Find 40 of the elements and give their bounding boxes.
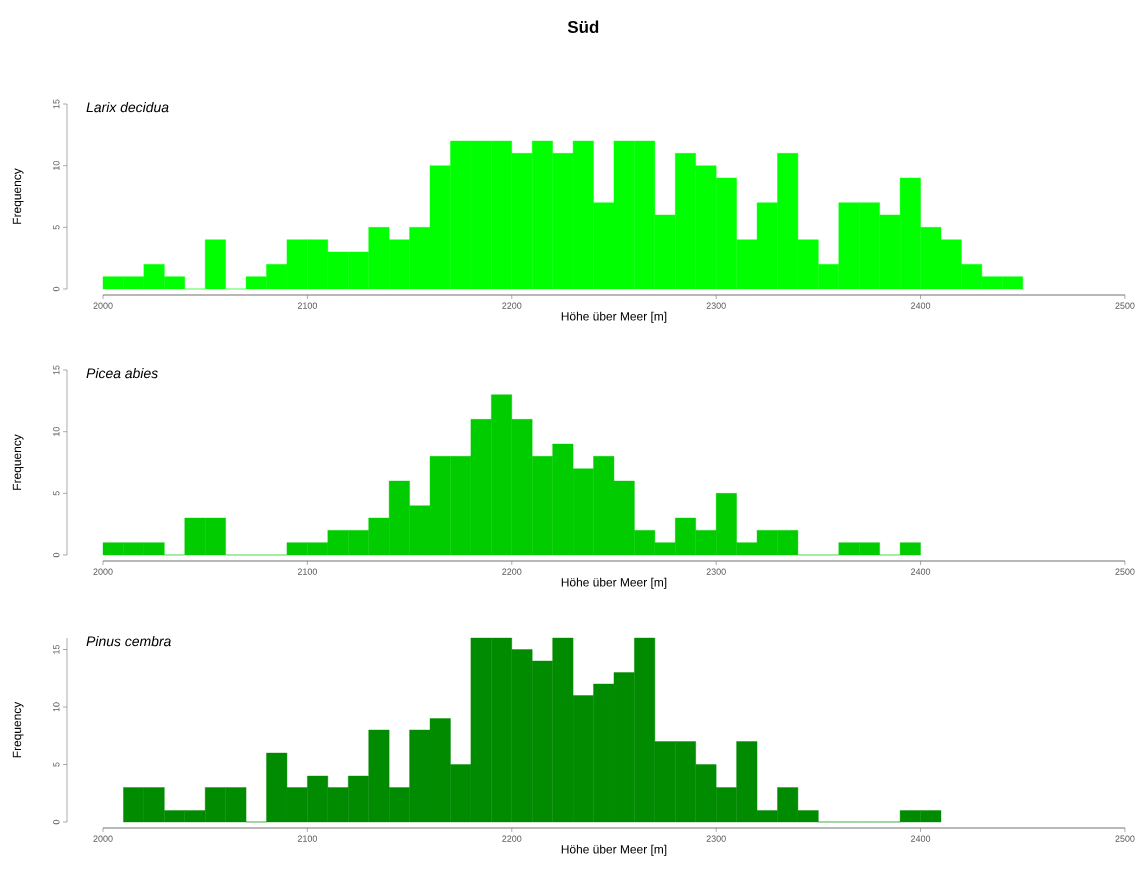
- x-axis-title: Höhe über Meer [m]: [561, 577, 667, 589]
- x-tick-label: 2300: [706, 302, 726, 309]
- x-tick-label: 2500: [1115, 835, 1135, 842]
- y-tick-label: 5: [53, 762, 60, 767]
- y-tick-label: 0: [53, 552, 60, 558]
- y-axis-title: Frequency: [12, 434, 24, 490]
- x-tick-label: 2400: [911, 835, 931, 842]
- chart-title: Süd: [567, 20, 599, 34]
- chart-subtitle: Larix decidua: [86, 101, 169, 113]
- y-tick-label: 0: [53, 819, 60, 825]
- x-tick-label: 2300: [706, 568, 726, 575]
- x-tick-label: 2300: [706, 835, 726, 842]
- chart-subtitle: Picea abies: [86, 367, 158, 379]
- x-tick-label: 2200: [502, 302, 522, 309]
- y-axis-title: Frequency: [12, 168, 24, 224]
- x-tick-label: 2000: [93, 835, 113, 842]
- x-tick-label: 2500: [1115, 302, 1135, 309]
- y-tick-label: 0: [53, 286, 60, 292]
- x-tick-label: 2200: [502, 568, 522, 575]
- y-tick-label: 15: [53, 644, 60, 654]
- y-tick-label: 15: [53, 365, 60, 375]
- y-tick-label: 10: [53, 161, 60, 170]
- x-tick-label: 2000: [93, 302, 113, 309]
- x-tick-label: 2100: [297, 568, 318, 575]
- x-tick-label: 2400: [911, 302, 931, 309]
- x-axis-title: Höhe über Meer [m]: [561, 844, 667, 856]
- x-tick-label: 2400: [911, 568, 931, 575]
- y-axis-title: Frequency: [12, 701, 24, 758]
- x-tick-label: 2000: [93, 568, 113, 575]
- x-axis-title: Höhe über Meer [m]: [561, 311, 667, 323]
- x-tick-label: 2100: [297, 302, 318, 309]
- x-tick-label: 2200: [502, 835, 522, 842]
- y-tick-label: 15: [53, 99, 60, 109]
- chart-subtitle: Pinus cembra: [86, 636, 171, 647]
- y-tick-label: 10: [53, 702, 60, 712]
- x-tick-label: 2500: [1115, 568, 1135, 575]
- y-tick-label: 10: [53, 427, 60, 436]
- y-tick-label: 5: [53, 225, 60, 230]
- x-tick-label: 2100: [297, 835, 318, 842]
- y-tick-label: 5: [53, 491, 60, 496]
